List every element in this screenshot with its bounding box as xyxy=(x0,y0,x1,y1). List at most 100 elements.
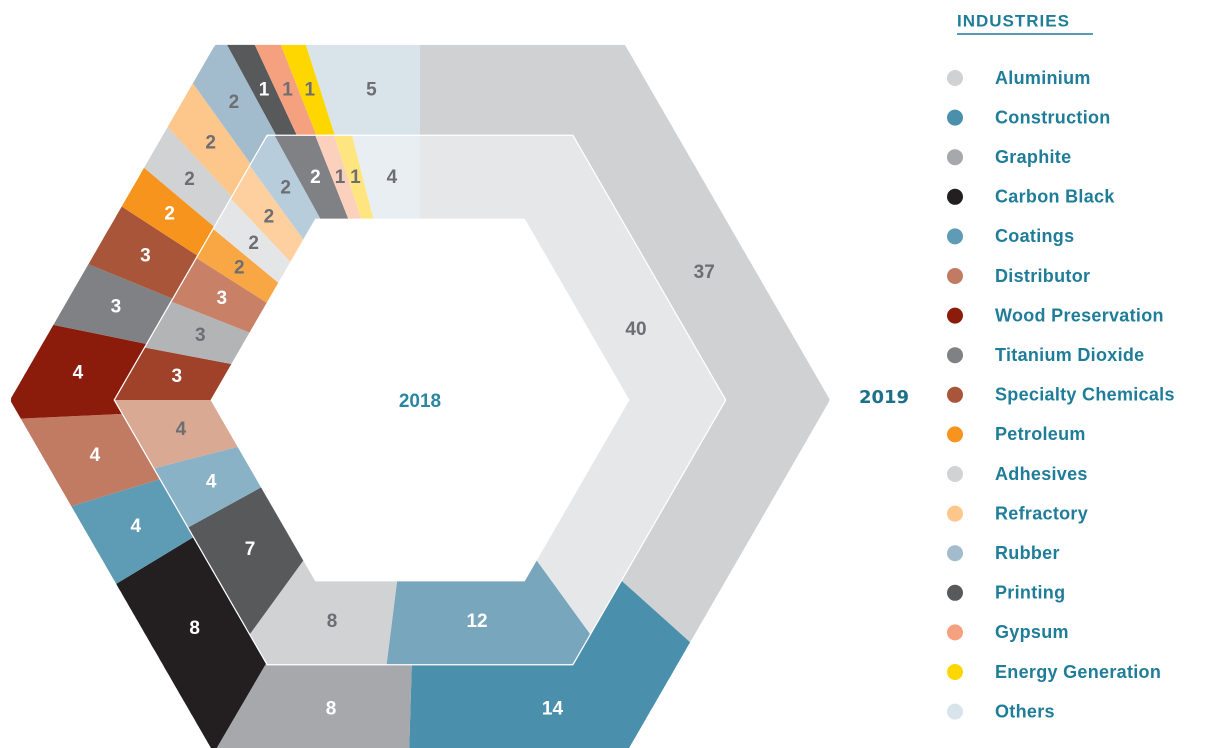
segment xyxy=(213,198,292,284)
value-label: 3 xyxy=(171,366,182,387)
segment xyxy=(250,559,398,665)
legend-label: Construction xyxy=(995,107,1111,127)
segment xyxy=(88,206,199,299)
legend-marker xyxy=(947,188,963,205)
legend-title: INDUSTRIES xyxy=(957,11,1070,30)
segment xyxy=(274,135,349,220)
legend-label: Others xyxy=(995,701,1055,721)
value-label: 2 xyxy=(280,177,291,198)
value-label: 2 xyxy=(164,204,175,225)
value-label: 1 xyxy=(259,79,270,100)
legend-marker xyxy=(947,545,963,562)
value-label: 12 xyxy=(466,611,487,632)
value-label: 14 xyxy=(542,699,564,720)
legend-marker xyxy=(947,386,963,403)
legend-marker xyxy=(947,228,963,245)
value-label: 5 xyxy=(366,79,377,100)
segment xyxy=(116,536,267,748)
segment xyxy=(171,258,268,333)
legend-marker xyxy=(947,624,963,641)
value-label: 1 xyxy=(335,167,346,188)
legend-label: Aluminium xyxy=(995,68,1091,88)
legend-label: Petroleum xyxy=(995,424,1086,444)
segment xyxy=(20,413,161,507)
legend-marker xyxy=(947,268,963,284)
value-label: 4 xyxy=(90,445,101,466)
segment xyxy=(250,135,321,241)
value-label: 2 xyxy=(205,132,216,153)
value-label: 4 xyxy=(387,167,398,188)
value-label: 8 xyxy=(189,618,200,639)
segment xyxy=(334,135,374,220)
segment xyxy=(227,44,298,136)
legend-label: Coatings xyxy=(995,226,1074,246)
segment xyxy=(196,229,280,304)
segment xyxy=(53,264,174,345)
legend-label: Printing xyxy=(995,583,1065,603)
segment xyxy=(188,486,305,634)
segment xyxy=(192,44,277,165)
legend-marker xyxy=(947,664,963,680)
segment xyxy=(145,301,251,365)
value-label: 4 xyxy=(130,516,141,537)
segment xyxy=(71,479,194,584)
value-label: 40 xyxy=(625,319,646,340)
legend-marker xyxy=(947,347,963,364)
segment xyxy=(154,446,263,528)
segment xyxy=(352,135,420,220)
legend-label: Wood Preservation xyxy=(995,305,1164,325)
value-label: 3 xyxy=(140,245,151,266)
value-label: 37 xyxy=(694,262,715,283)
value-label: 2 xyxy=(184,169,195,190)
segment xyxy=(144,127,233,228)
value-label: 8 xyxy=(326,699,337,720)
segment xyxy=(10,324,148,419)
legend-marker xyxy=(947,109,963,126)
legend-label: Rubber xyxy=(995,543,1060,563)
value-label: 1 xyxy=(304,79,315,100)
value-label: 2 xyxy=(229,92,240,113)
segment xyxy=(305,44,420,136)
ring-border xyxy=(210,218,630,582)
legend-label: Gypsum xyxy=(995,622,1069,642)
value-label: 2 xyxy=(310,167,321,188)
segment xyxy=(115,400,239,469)
legend-marker xyxy=(947,584,963,601)
legend-label: Distributor xyxy=(995,266,1090,286)
value-label: 1 xyxy=(350,167,361,188)
value-label: 2 xyxy=(248,233,259,254)
legend-marker xyxy=(947,466,963,482)
legend-label: Specialty Chemicals xyxy=(995,385,1175,405)
segment xyxy=(167,83,251,197)
segment xyxy=(420,44,830,643)
legend-marker xyxy=(947,70,963,86)
legend-marker xyxy=(947,149,963,166)
legend-label: Energy Generation xyxy=(995,662,1161,682)
value-label: 7 xyxy=(245,539,256,560)
segment xyxy=(115,347,233,400)
value-label: 4 xyxy=(176,419,187,440)
segment xyxy=(280,44,336,136)
legend-marker xyxy=(947,703,963,720)
segment xyxy=(231,166,305,263)
legend-label: Adhesives xyxy=(995,464,1088,484)
value-label: 4 xyxy=(206,472,217,493)
value-label: 4 xyxy=(73,362,84,383)
legend-marker xyxy=(947,307,963,324)
ring-label: 2018 xyxy=(399,391,441,412)
segment xyxy=(254,44,317,136)
value-label: 2 xyxy=(234,258,245,279)
value-label: 3 xyxy=(111,296,122,317)
legend-label: Graphite xyxy=(995,147,1071,167)
segment xyxy=(216,662,412,748)
ring-label: 2019 xyxy=(859,387,909,408)
value-label: 2 xyxy=(264,206,275,227)
legend-label: Titanium Dioxide xyxy=(995,345,1145,365)
legend-marker xyxy=(947,426,963,443)
legend-label: Carbon Black xyxy=(995,187,1115,207)
segment xyxy=(315,135,362,220)
legend-marker xyxy=(947,505,963,522)
segment xyxy=(121,167,215,257)
